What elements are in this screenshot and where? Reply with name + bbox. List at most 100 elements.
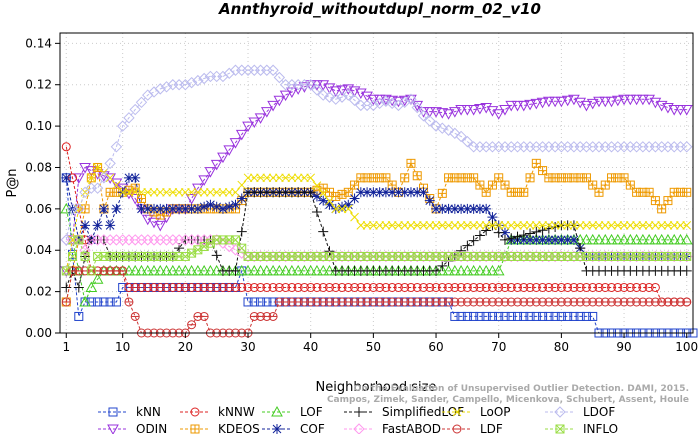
legend-label: LDOF — [583, 405, 615, 419]
data-point — [650, 196, 660, 206]
data-point — [555, 424, 565, 434]
x-tick-label: 80 — [554, 340, 569, 354]
data-point — [61, 172, 72, 183]
data-point — [663, 196, 673, 206]
x-tick-label: 70 — [491, 340, 506, 354]
data-point — [331, 282, 341, 292]
data-point — [123, 172, 134, 183]
data-point — [475, 282, 485, 292]
data-point — [550, 221, 560, 230]
data-point — [173, 264, 185, 276]
legend-label: INFLO — [583, 422, 618, 434]
data-point — [481, 203, 492, 214]
legend-label: LOF — [300, 405, 323, 419]
data-point — [519, 221, 529, 230]
data-point — [674, 105, 687, 116]
data-point — [682, 297, 692, 307]
data-point — [324, 199, 335, 210]
data-point — [531, 234, 542, 245]
data-point — [638, 282, 648, 292]
data-point — [569, 282, 579, 292]
data-point — [519, 282, 529, 292]
data-point — [271, 405, 283, 417]
data-point — [556, 311, 566, 321]
watermark-line1: On the Evaluation of Unsupervised Outlie… — [354, 384, 689, 394]
data-point — [231, 187, 240, 197]
data-point — [517, 100, 530, 112]
data-point — [142, 203, 153, 214]
data-point — [185, 76, 198, 89]
data-point — [311, 80, 323, 91]
data-point — [499, 234, 510, 245]
data-point — [243, 282, 253, 292]
data-point — [586, 233, 599, 245]
x-tick-label: 100 — [675, 340, 698, 354]
data-point — [387, 221, 397, 230]
data-point — [179, 264, 192, 276]
data-point — [405, 94, 417, 106]
data-point — [91, 273, 104, 284]
data-point — [143, 187, 153, 197]
data-point — [223, 240, 235, 253]
series-ldof — [60, 64, 693, 246]
series-layer — [60, 64, 698, 338]
data-point — [154, 220, 167, 232]
data-point — [469, 173, 479, 183]
data-point — [462, 282, 472, 292]
data-point — [436, 264, 449, 276]
data-point — [267, 64, 279, 76]
data-point — [185, 194, 198, 205]
data-point — [73, 203, 85, 215]
data-point — [442, 124, 455, 136]
data-point — [293, 173, 303, 183]
data-point — [462, 240, 473, 251]
y-tick-label: 0.02 — [25, 285, 52, 299]
data-point — [218, 187, 228, 197]
data-point — [342, 89, 355, 101]
data-point — [681, 265, 692, 276]
data-point — [60, 234, 72, 246]
data-point — [79, 295, 91, 307]
data-point — [136, 203, 147, 214]
data-point — [468, 235, 479, 246]
data-point — [168, 282, 178, 292]
data-point — [190, 407, 200, 417]
data-point — [550, 282, 560, 292]
data-point — [680, 105, 693, 116]
data-point — [118, 266, 128, 276]
data-point — [682, 251, 692, 261]
data-point — [331, 191, 341, 201]
data-point — [444, 282, 454, 292]
data-point — [210, 234, 223, 246]
data-point — [630, 233, 643, 245]
data-point — [256, 282, 266, 292]
data-point — [217, 152, 229, 164]
data-point — [305, 187, 316, 198]
data-point — [237, 282, 247, 292]
data-point — [456, 221, 466, 230]
data-point — [174, 203, 185, 214]
data-point — [199, 311, 209, 321]
data-point — [448, 107, 461, 118]
data-point — [443, 203, 454, 214]
data-point — [230, 235, 240, 245]
data-point — [279, 264, 292, 276]
data-point — [312, 282, 322, 292]
data-point — [123, 112, 135, 124]
data-point — [68, 251, 78, 261]
data-point — [449, 127, 461, 140]
data-point — [136, 282, 146, 292]
data-point — [248, 264, 261, 276]
data-point — [356, 221, 366, 230]
data-point — [155, 203, 166, 214]
x-tick-label: 40 — [303, 340, 318, 354]
data-point — [436, 108, 449, 119]
data-point — [531, 226, 542, 237]
data-point — [586, 98, 599, 110]
data-point — [618, 94, 630, 106]
y-tick-label: 0.00 — [25, 326, 52, 340]
data-point — [467, 105, 480, 116]
data-point — [124, 187, 134, 197]
data-point — [430, 120, 442, 132]
data-point — [373, 97, 386, 110]
